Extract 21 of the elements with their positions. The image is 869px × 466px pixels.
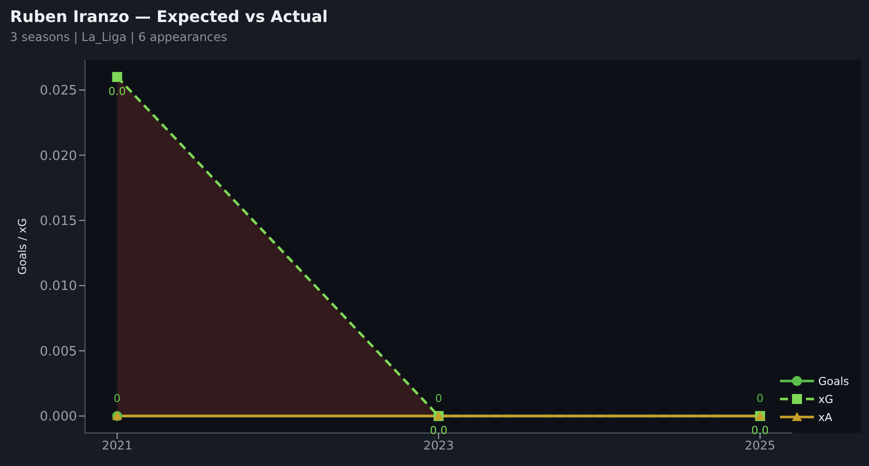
data-label: 0: [435, 392, 442, 406]
y-axis-title: Goals / xG: [16, 218, 29, 275]
x-tick-label: 2021: [102, 438, 132, 453]
data-label: 0.0: [108, 84, 126, 98]
data-label: 0.0: [751, 424, 769, 438]
data-label: 0: [114, 392, 121, 406]
x-tick-label: 2023: [423, 438, 454, 453]
data-label: 0: [756, 392, 764, 406]
y-tick-label: 0.020: [40, 148, 77, 164]
y-tick-label: 0.010: [40, 279, 77, 294]
legend-label: xA: [818, 410, 832, 424]
y-tick-label: 0.000: [40, 410, 77, 425]
y-tick-label: 0.025: [40, 84, 77, 99]
y-tick-label: 0.015: [40, 214, 77, 230]
chart-title: Ruben Iranzo — Expected vs Actual: [10, 7, 328, 26]
legend-label: xG: [818, 392, 834, 406]
x-tick-label: 2025: [744, 438, 776, 453]
y-tick-label: 0.005: [40, 344, 77, 360]
data-label: 0.0: [430, 424, 448, 438]
legend-label: Goals: [818, 374, 849, 388]
chart-subtitle: 3 seasons | La_Liga | 6 appearances: [10, 30, 228, 44]
